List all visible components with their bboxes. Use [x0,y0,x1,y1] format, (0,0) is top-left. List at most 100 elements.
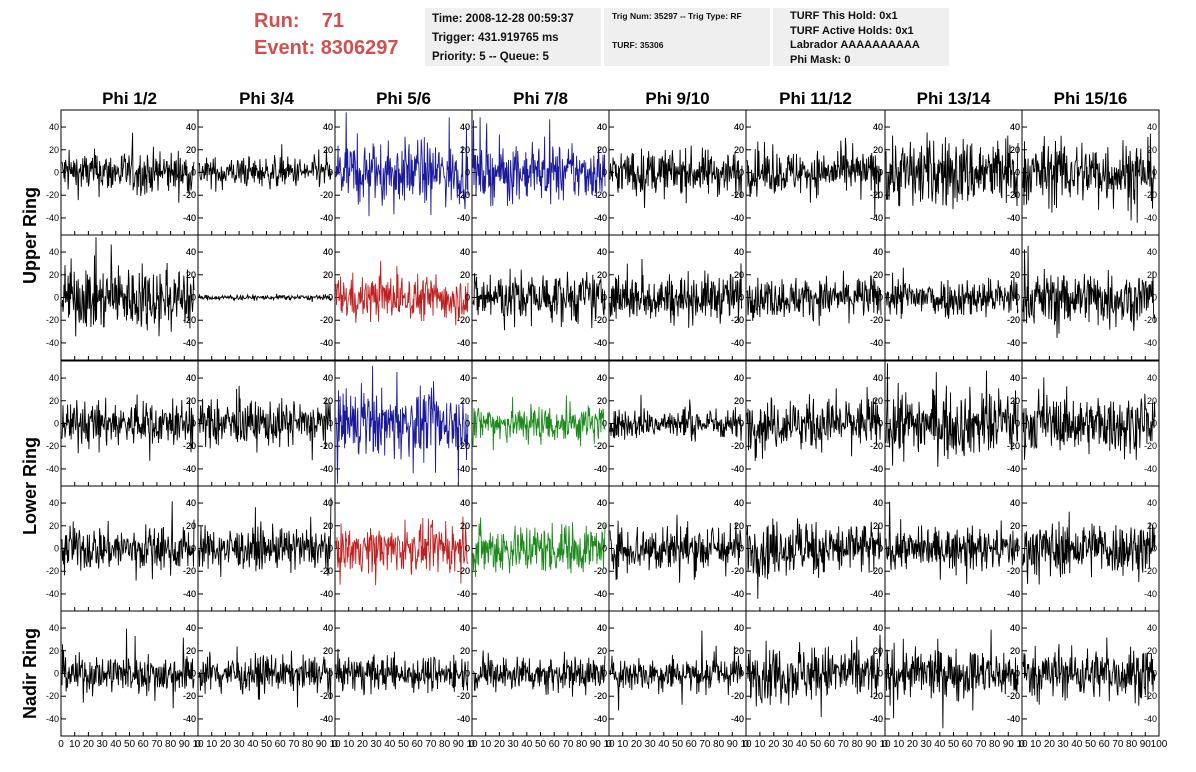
y-tick-label-left: -20 [594,190,607,200]
waveform-trace [61,501,195,581]
y-tick-label: 20 [734,270,744,280]
x-tick-label: 50 [672,739,684,750]
run-event-info: Run: 71 Event: 8306297 [254,8,399,62]
column-header-1: Phi 1/2 [102,89,157,108]
y-tick-label: 0 [878,419,883,429]
x-tick-label: 50 [810,739,822,750]
y-tick-label-left: 20 [186,270,196,280]
y-tick-label: 20 [186,145,196,155]
y-tick-label-left: -40 [183,338,196,348]
x-tick-label: 20 [907,739,919,750]
y-tick-label: -40 [870,589,883,599]
x-tick-label: 60 [275,739,287,750]
panel-r4-c1: -40 -40 -20 -20 0 0 20 20 40 40 [46,485,199,612]
y-tick-label-left: 40 [734,373,744,383]
y-tick-label-left: 20 [1010,521,1020,531]
y-tick-label-left: 40 [323,122,333,132]
y-tick-label-left: 40 [1010,122,1020,132]
y-tick-label-left: 0 [54,168,59,178]
y-tick-label-left: -40 [457,714,470,724]
panel-r5-c1: -40 -40 -20 -20 0 0 20 20 40 40 [46,610,199,737]
y-tick-label-left: -40 [870,714,883,724]
y-tick-label: -40 [870,464,883,474]
x-tick-label: 80 [302,739,314,750]
x-tick-label: 70 [288,739,300,750]
y-tick-label-left: -40 [457,589,470,599]
x-tick-label: 80 [576,739,588,750]
y-tick-label-left: 20 [597,521,607,531]
y-tick-label: -20 [183,691,196,701]
y-tick-label: -40 [320,589,333,599]
y-tick-label: 20 [1147,521,1157,531]
x-tick-label: 0 [882,739,888,750]
waveform-trace [885,629,1019,729]
x-tick-label: 40 [796,739,808,750]
y-tick-label: -40 [731,213,744,223]
y-tick-label-left: -20 [870,441,883,451]
y-tick-label-left: 20 [873,145,883,155]
y-tick-label-left: 20 [873,396,883,406]
y-tick-label: -40 [183,589,196,599]
y-tick-label: -40 [457,213,470,223]
y-tick-label: 0 [602,544,607,554]
y-tick-label-left: -20 [1007,190,1020,200]
x-tick-label: 30 [782,739,794,750]
panel-frame [608,234,747,361]
y-tick-label: -40 [457,464,470,474]
y-tick-label-left: -20 [320,441,333,451]
y-tick-label-left: 40 [873,623,883,633]
waveform-trace [472,650,606,697]
waveform-trace [609,145,743,209]
y-tick-label: -40 [870,338,883,348]
x-tick-label: 30 [645,739,657,750]
y-tick-label: 20 [597,270,607,280]
x-tick-label: 30 [921,739,933,750]
y-tick-label-left: 20 [597,145,607,155]
y-tick-label-left: -40 [731,714,744,724]
y-tick-label-left: 40 [597,122,607,132]
x-tick-label: 10 [480,739,492,750]
y-tick-label-left: 40 [460,623,470,633]
y-tick-label-left: 0 [602,168,607,178]
y-tick-label-left: 20 [49,521,59,531]
y-tick-label: 40 [1147,247,1157,257]
x-tick-label: 40 [110,739,122,750]
waveform-trace [198,385,332,461]
y-tick-label: 40 [597,498,607,508]
y-tick-label-left: -20 [183,315,196,325]
y-tick-label: -40 [1144,589,1157,599]
y-tick-label: 20 [1010,145,1020,155]
y-tick-label-left: 0 [739,544,744,554]
x-tick-label: 40 [247,739,259,750]
y-tick-label: 20 [186,521,196,531]
y-tick-label: 40 [873,373,883,383]
x-tick-label: 10 [603,739,615,750]
waveform-trace [335,365,469,484]
y-tick-label-left: 0 [328,669,333,679]
x-tick-label: 0 [743,739,749,750]
x-tick-label: 80 [713,739,725,750]
column-header-8: Phi 15/16 [1054,89,1128,108]
waveform-trace [61,628,195,709]
ring-label-lower-ring: Lower Ring [20,437,40,535]
panel-r4-c5: -40 -40 -20 -20 0 0 20 20 40 40 [594,485,747,612]
x-tick-label: 10 [329,739,341,750]
y-tick-label-left: 40 [734,498,744,508]
y-tick-label-left: 20 [186,646,196,656]
y-tick-label-left: -20 [594,566,607,576]
ring-label-nadir-ring: Nadir Ring [20,628,40,719]
x-tick-label: 70 [562,739,574,750]
x-tick-label: 10 [893,739,905,750]
panel-r5-c7: -40 -40 -20 -20 0 0 20 20 40 40 [870,610,1023,737]
y-tick-label: -40 [1007,213,1020,223]
y-tick-label: 20 [1010,646,1020,656]
y-tick-label-left: -40 [870,589,883,599]
y-tick-label-left: 0 [1015,669,1020,679]
y-tick-label-left: -20 [320,566,333,576]
y-tick-label-left: 40 [734,122,744,132]
y-tick-label-left: 20 [49,396,59,406]
y-tick-label-left: 0 [878,168,883,178]
y-tick-label-left: 40 [460,247,470,257]
y-tick-label-left: 0 [465,168,470,178]
